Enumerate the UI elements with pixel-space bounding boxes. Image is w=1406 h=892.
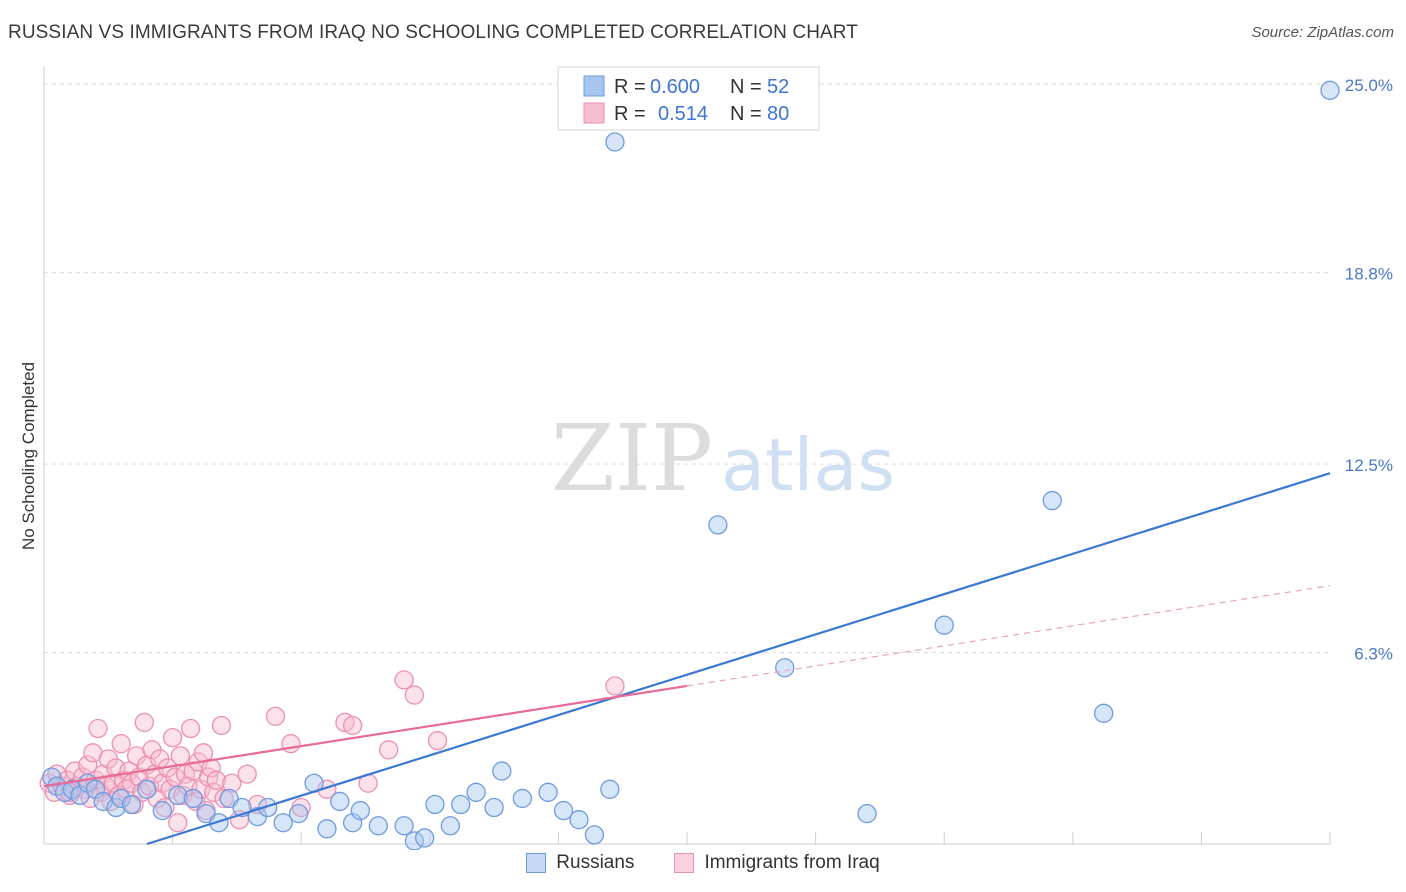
russians-point-13 [168, 785, 188, 806]
russians-point-8 [106, 797, 126, 818]
iraq-point-68 [281, 734, 301, 754]
russians-point-32 [425, 794, 445, 815]
bottom-legend-label-iraq: Immigrants from Iraq [704, 852, 880, 873]
russians-point-24 [317, 819, 337, 839]
russians-point-45 [708, 515, 728, 535]
russians-point-50 [1094, 703, 1114, 723]
tick-labels: 6.3%12.5%18.8%25.0%0.0%50.0% [1345, 76, 1393, 664]
trendline-iraq-solid [43, 684, 688, 788]
iraq-point-72 [342, 715, 363, 736]
iraq-point-43 [162, 727, 183, 748]
iraq-point-67 [265, 706, 286, 727]
russians-point-34 [451, 794, 471, 815]
russians-point-16 [209, 813, 229, 833]
legend-n-value-iraq: 80 [767, 103, 789, 125]
iraq-point-78 [605, 676, 625, 696]
russians-point-44 [605, 132, 625, 152]
russians-point-31 [415, 828, 435, 848]
bottom-legend-item-iraq: Immigrants from Iraq [674, 852, 880, 874]
y-tick-label-3: 25.0% [1345, 76, 1393, 95]
russians-point-39 [538, 782, 558, 802]
russians-point-9 [111, 788, 131, 809]
russians-point-11 [137, 779, 157, 799]
bottom-legend-swatch-iraq [674, 853, 695, 873]
trendlines [43, 472, 1331, 846]
iraq-point-62 [214, 788, 234, 809]
y-tick-label-2: 18.8% [1345, 265, 1393, 284]
legend-box: R = 0.600 N = 52 R = 0.514 N = 80 [557, 66, 820, 131]
iraq-point-32 [134, 712, 154, 733]
iraq-point-46 [170, 746, 190, 766]
y-tick-label-1: 12.5% [1345, 456, 1393, 475]
iraq-point-77 [427, 731, 448, 751]
watermark-zip: ZIP [551, 405, 713, 512]
russians-point-20 [258, 797, 278, 818]
chart-source: Source: ZipAtlas.com [1251, 24, 1394, 41]
iraq-point-60 [206, 770, 226, 790]
russians-point-25 [330, 791, 350, 812]
russians-point-35 [466, 782, 486, 802]
russians-point-10 [121, 794, 142, 815]
y-axis-label: No Schooling Completed [19, 362, 38, 550]
legend-n-value-russians: 52 [767, 76, 789, 98]
russians-point-36 [484, 797, 504, 818]
legend-n-label-russians: N = [730, 76, 762, 98]
bottom-legend-label-russians: Russians [556, 852, 635, 873]
series-russians-points [42, 80, 1340, 850]
iraq-point-40 [155, 797, 175, 818]
trendline-iraq-dashed [686, 585, 1331, 687]
legend-r-value-iraq: 0.514 [658, 103, 708, 125]
iraq-point-75 [394, 670, 414, 690]
russians-point-43 [600, 779, 620, 799]
iraq-point-61 [211, 715, 232, 736]
y-tick-label-0: 6.3% [1354, 645, 1393, 664]
iraq-point-71 [335, 712, 355, 733]
russians-point-6 [85, 779, 106, 799]
chart-title: RUSSIAN VS IMMIGRANTS FROM IRAQ NO SCHOO… [8, 22, 858, 43]
russians-point-12 [152, 800, 172, 821]
iraq-point-63 [222, 773, 242, 793]
russians-point-28 [368, 816, 389, 836]
russians-point-37 [492, 761, 512, 781]
russians-point-22 [288, 803, 309, 824]
russians-point-29 [394, 816, 414, 836]
legend-swatch-iraq [583, 102, 605, 124]
iraq-point-58 [201, 758, 221, 778]
watermark: ZIP atlas [551, 405, 895, 512]
bottom-legend-swatch-russians [526, 853, 547, 873]
scatter-chart: ZIP atlas 6.3%12.5%18.8%25.0%0.0%50.0% N… [19, 66, 1393, 850]
grid-lines [44, 83, 1330, 654]
russians-point-46 [775, 658, 795, 678]
russians-point-21 [273, 813, 293, 833]
iraq-point-23 [111, 734, 131, 754]
watermark-atlas: atlas [721, 423, 895, 507]
iraq-point-14 [88, 718, 108, 739]
russians-point-42 [584, 825, 605, 845]
axes [43, 66, 1331, 845]
russians-point-27 [350, 800, 371, 821]
legend-n-label-iraq: N = [730, 103, 762, 125]
legend-r-label-russians: R = [614, 76, 646, 98]
russians-point-14 [183, 788, 203, 809]
russians-point-41 [569, 810, 589, 830]
iraq-point-45 [168, 813, 188, 833]
iraq-point-65 [237, 764, 257, 784]
bottom-legend-item-russians: Russians [526, 852, 634, 874]
russians-point-51 [1320, 80, 1340, 100]
legend-r-label-iraq: R = [614, 103, 646, 125]
russians-point-47 [857, 803, 877, 824]
legend-r-value-russians: 0.600 [650, 76, 700, 98]
iraq-point-74 [378, 740, 399, 760]
bottom-legend: Russians Immigrants from Iraq [0, 852, 1406, 874]
russians-point-48 [934, 615, 954, 635]
russians-point-33 [440, 816, 461, 836]
russians-point-26 [342, 813, 363, 833]
legend-swatch-russians [583, 75, 605, 97]
iraq-point-76 [404, 685, 425, 705]
trendline-russians [146, 472, 1331, 846]
russians-point-49 [1042, 490, 1062, 511]
russians-point-38 [512, 788, 533, 809]
russians-point-40 [553, 800, 574, 821]
iraq-point-50 [180, 718, 201, 739]
